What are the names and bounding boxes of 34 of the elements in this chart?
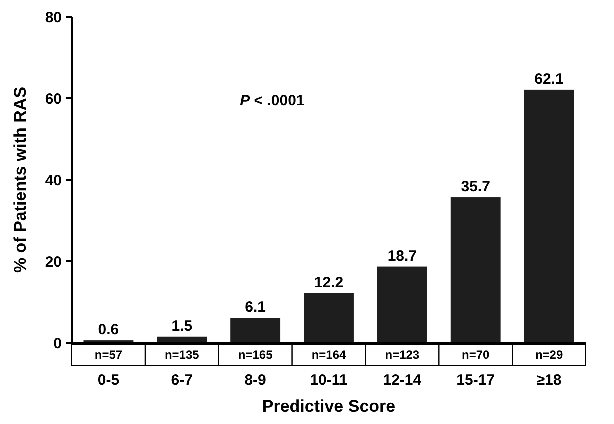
text: n=123 (385, 348, 420, 362)
y-tick-label: 40 (45, 172, 62, 190)
data-label: 1.5 (172, 318, 193, 335)
data-label: 12.2 (314, 274, 344, 292)
text: n=57 (94, 348, 123, 362)
x-tick-label: 0-5 (98, 372, 120, 389)
data-label: 18.7 (388, 248, 418, 265)
x-tick-label: 8-9 (244, 372, 266, 389)
y-tick-label: 20 (45, 254, 62, 271)
annotation: P < .0001 (240, 92, 305, 110)
data-label: 62.1 (534, 70, 564, 88)
y-tick-label: 0 (54, 335, 62, 352)
y-tick-label: 60 (45, 90, 62, 108)
data-label: 6.1 (245, 299, 266, 316)
y-tick-label: 80 (45, 9, 62, 26)
bar (304, 293, 354, 343)
x-tick-label: ≥18 (536, 372, 562, 389)
text: n=164 (312, 348, 347, 362)
bar (377, 266, 428, 343)
bar (450, 198, 501, 343)
data-label: 35.7 (461, 178, 490, 196)
data-label: 0.6 (98, 322, 120, 339)
y-axis-title: % of Patients with RAS (11, 86, 30, 274)
text: n=135 (164, 348, 200, 362)
bar (230, 318, 281, 343)
x-axis-title: Predictive Score (262, 397, 396, 416)
x-tick-label: 12-14 (383, 372, 422, 389)
text: n=29 (535, 348, 564, 362)
text: n=70 (462, 348, 490, 362)
text: n=165 (238, 348, 274, 362)
x-tick-label: 15-17 (456, 372, 496, 389)
x-tick-label: 10-11 (310, 372, 348, 389)
bar (524, 90, 574, 343)
x-tick-label: 6-7 (171, 372, 193, 389)
